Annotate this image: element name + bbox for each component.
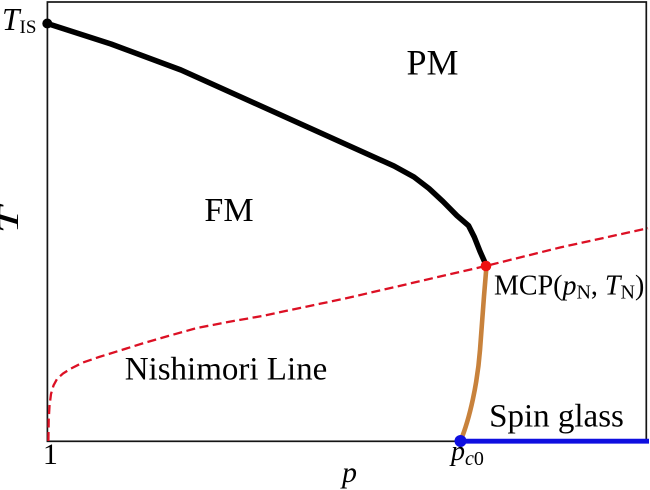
svg-text:Nishimori Line: Nishimori Line — [125, 352, 328, 388]
svg-text:T: T — [0, 203, 24, 234]
svg-text:p: p — [340, 456, 357, 489]
svg-text:PM: PM — [406, 43, 458, 83]
svg-text:TIS: TIS — [2, 2, 36, 38]
svg-text:pc0: pc0 — [449, 436, 484, 470]
svg-text:FM: FM — [204, 192, 253, 229]
svg-text:1: 1 — [43, 438, 58, 471]
svg-text:MCP(pN, TN): MCP(pN, TN) — [494, 271, 644, 304]
svg-text:Spin glass: Spin glass — [489, 399, 624, 435]
